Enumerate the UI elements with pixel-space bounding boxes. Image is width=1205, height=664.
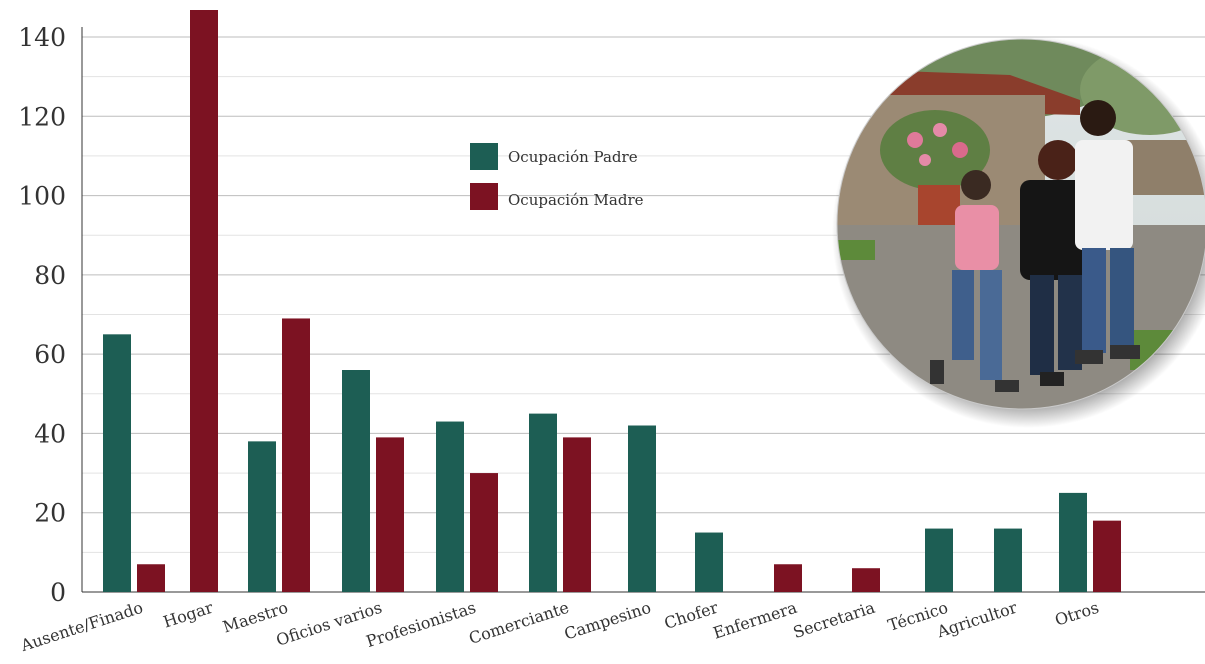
x-tick-label: Comerciante (466, 598, 571, 648)
bar-padre (436, 421, 464, 592)
y-tick-label: 20 (34, 499, 66, 528)
bar-madre (774, 564, 802, 592)
y-tick-label: 80 (34, 261, 66, 290)
bar-padre (529, 413, 557, 592)
y-tick-label: 60 (34, 340, 66, 369)
bar-madre (137, 564, 165, 592)
bar-madre (563, 437, 591, 592)
x-tick-label: Campesino (562, 598, 653, 644)
bars (103, 10, 1121, 592)
bar-padre (342, 370, 370, 592)
bar-madre (282, 318, 310, 592)
legend-swatch-madre (470, 183, 498, 210)
family-walking-photo (832, 36, 1205, 428)
x-tick-label: Ausente/Finado (18, 598, 146, 656)
bar-madre (190, 10, 218, 592)
y-tick-label: 120 (18, 102, 66, 131)
bar-padre (628, 425, 656, 592)
y-tick-label: 100 (18, 182, 66, 211)
bar-padre (1059, 492, 1087, 592)
bar-padre (248, 441, 276, 592)
x-tick-label: Hogar (161, 598, 216, 632)
bar-madre (376, 437, 404, 592)
y-tick-label: 40 (34, 419, 66, 448)
bar-padre (103, 334, 131, 592)
x-tick-label: Secretaria (791, 598, 878, 642)
legend-label-madre: Ocupación Madre (508, 191, 644, 209)
legend: Ocupación Padre Ocupación Madre (470, 143, 644, 210)
y-tick-label: 0 (50, 578, 66, 607)
legend-label-padre: Ocupación Padre (508, 148, 638, 166)
x-tick-label: Enfermera (711, 598, 800, 643)
bar-padre (994, 528, 1022, 592)
y-axis: 0 20 40 60 80 100 120 140 (18, 23, 66, 607)
bar-padre (925, 528, 953, 592)
bar-madre (852, 568, 880, 592)
x-tick-label: Agricultor (934, 598, 1020, 642)
y-tick-label: 140 (18, 23, 66, 52)
bar-madre (470, 473, 498, 592)
bar-padre (695, 532, 723, 592)
x-tick-label: Otros (1053, 598, 1102, 630)
legend-swatch-padre (470, 143, 498, 170)
bar-madre (1093, 520, 1121, 592)
